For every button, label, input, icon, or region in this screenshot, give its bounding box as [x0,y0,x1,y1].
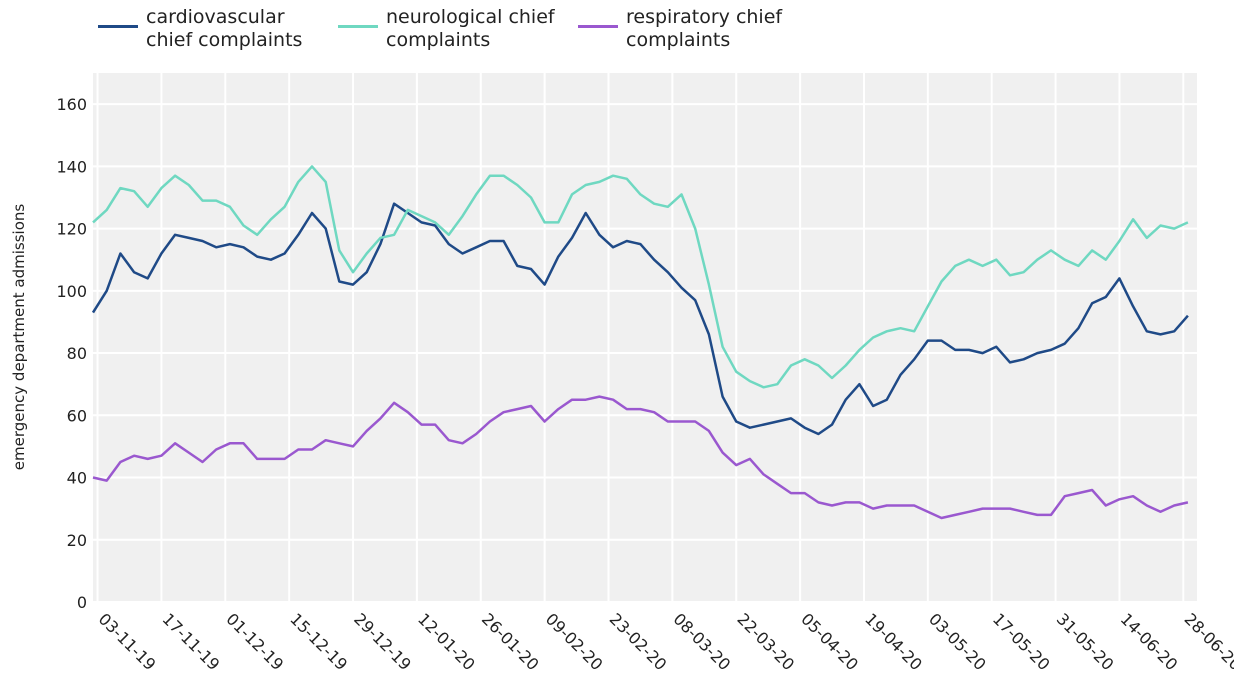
legend-label: respiratory chief complaints [626,6,783,51]
y-tick-label: 0 [77,593,87,612]
x-tick-label: 26-01-20 [478,609,543,674]
series-line [92,395,1189,520]
series-line [92,165,1189,389]
y-tick-label: 20 [67,531,87,550]
x-tick-label: 03-05-20 [925,609,990,674]
x-tick-label: 19-04-20 [861,609,926,674]
x-tick-label: 31-05-20 [1053,609,1118,674]
x-tick-label: 17-11-19 [159,609,224,674]
x-tick-label: 01-12-19 [222,609,287,674]
legend-swatch [338,25,378,28]
x-tick-label: 22-03-20 [733,609,798,674]
x-tick-label: 09-02-20 [542,609,607,674]
y-tick-label: 140 [56,157,87,176]
x-tick-label: 15-12-19 [286,609,351,674]
series-line [91,202,1189,436]
x-tick-label: 08-03-20 [670,609,735,674]
x-tick-label: 29-12-19 [350,609,415,674]
y-tick-label: 40 [67,469,87,488]
x-tick-label: 23-02-20 [606,609,671,674]
legend-label: neurological chief complaints [386,6,555,51]
y-tick-label: 80 [67,344,87,363]
legend: cardiovascular chief complaints neurologi… [98,6,818,52]
x-tick-label: 05-04-20 [797,609,862,674]
legend-swatch [98,25,138,28]
x-tick-label: 03-11-19 [95,609,160,674]
y-tick-label: 60 [67,406,87,425]
legend-entry: respiratory chief complaints [578,6,818,52]
y-tick-label: 100 [56,282,87,301]
x-tick-label: 17-05-20 [989,609,1054,674]
legend-entry: neurological chief complaints [338,6,578,52]
legend-entry: cardiovascular chief complaints [98,6,338,52]
x-tick-label: 28-06-20 [1180,609,1234,674]
y-tick-label: 120 [56,220,87,239]
plot-area [93,73,1197,602]
x-tick-label: 12-01-20 [414,609,479,674]
y-axis-label: emergency department admissions [10,204,28,471]
y-tick-label: 160 [56,95,87,114]
legend-label: cardiovascular chief complaints [146,6,303,51]
x-tick-label: 14-06-20 [1117,609,1182,674]
legend-swatch [578,25,618,28]
